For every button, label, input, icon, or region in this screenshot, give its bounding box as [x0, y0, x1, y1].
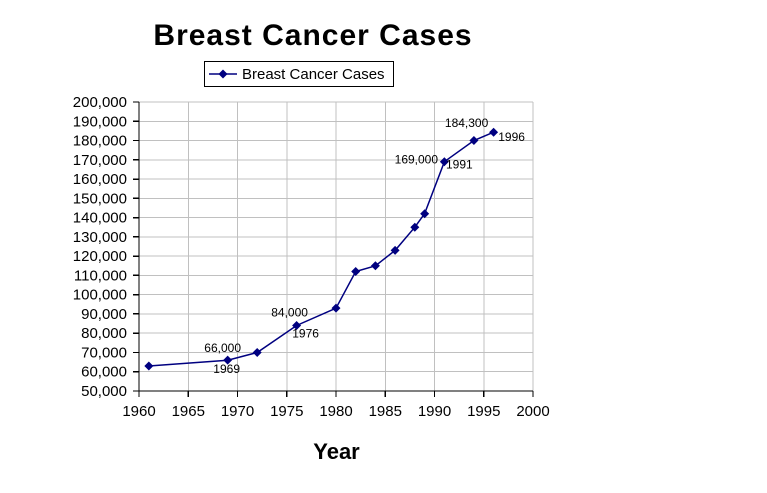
data-point-marker [410, 222, 420, 232]
data-point-marker [370, 261, 380, 271]
y-tick-label: 60,000 [81, 364, 127, 381]
x-tick-label: 1975 [270, 403, 303, 420]
data-point-marker [469, 136, 479, 146]
data-point-marker [439, 157, 449, 167]
legend-label: Breast Cancer Cases [242, 65, 385, 83]
legend-line-marker-icon [209, 69, 237, 79]
data-point-marker [420, 209, 430, 219]
y-tick-label: 120,000 [73, 248, 127, 265]
data-point-marker [292, 320, 302, 330]
data-point-marker [223, 355, 233, 365]
y-tick-label: 90,000 [81, 306, 127, 323]
annotation-year-label: 1969 [213, 362, 240, 376]
data-point-marker [351, 267, 361, 277]
chart-title: Breast Cancer Cases [153, 19, 473, 52]
x-tick-label: 1990 [418, 403, 451, 420]
annotation-year-label: 1976 [292, 326, 319, 340]
x-axis-title: Year [313, 439, 360, 464]
data-point-marker [390, 245, 400, 255]
annotation-value-label: 169,000 [395, 153, 439, 167]
annotation-year-label: 1996 [498, 130, 525, 144]
y-tick-label: 180,000 [73, 133, 127, 150]
x-tick-label: 1995 [467, 403, 500, 420]
x-tick-label: 1965 [172, 403, 205, 420]
y-tick-label: 140,000 [73, 210, 127, 227]
x-tick-label: 1960 [122, 403, 155, 420]
data-point-marker [489, 127, 499, 137]
annotation-value-label: 184,300 [445, 116, 489, 130]
y-tick-label: 50,000 [81, 383, 127, 400]
y-tick-label: 200,000 [73, 94, 127, 111]
legend: Breast Cancer Cases [204, 61, 394, 87]
y-tick-label: 100,000 [73, 287, 127, 304]
x-tick-label: 1970 [221, 403, 254, 420]
x-tick-label: 1980 [319, 403, 352, 420]
annotation-value-label: 84,000 [271, 305, 308, 319]
data-point-marker [252, 347, 262, 357]
annotation-value-label: 66,000 [204, 341, 241, 355]
annotation-year-label: 1991 [446, 158, 473, 172]
y-tick-label: 110,000 [74, 267, 127, 284]
y-tick-label: 80,000 [81, 325, 127, 342]
data-point-marker [144, 361, 154, 371]
y-tick-label: 70,000 [81, 344, 127, 361]
x-tick-label: 2000 [516, 403, 549, 420]
data-point-marker [331, 303, 341, 313]
y-tick-label: 160,000 [73, 171, 127, 188]
y-tick-label: 150,000 [73, 190, 127, 207]
x-tick-label: 1985 [369, 403, 402, 420]
y-tick-label: 170,000 [73, 152, 127, 169]
y-tick-label: 190,000 [73, 113, 127, 130]
series-line [148, 131, 494, 367]
y-tick-label: 130,000 [73, 229, 127, 246]
